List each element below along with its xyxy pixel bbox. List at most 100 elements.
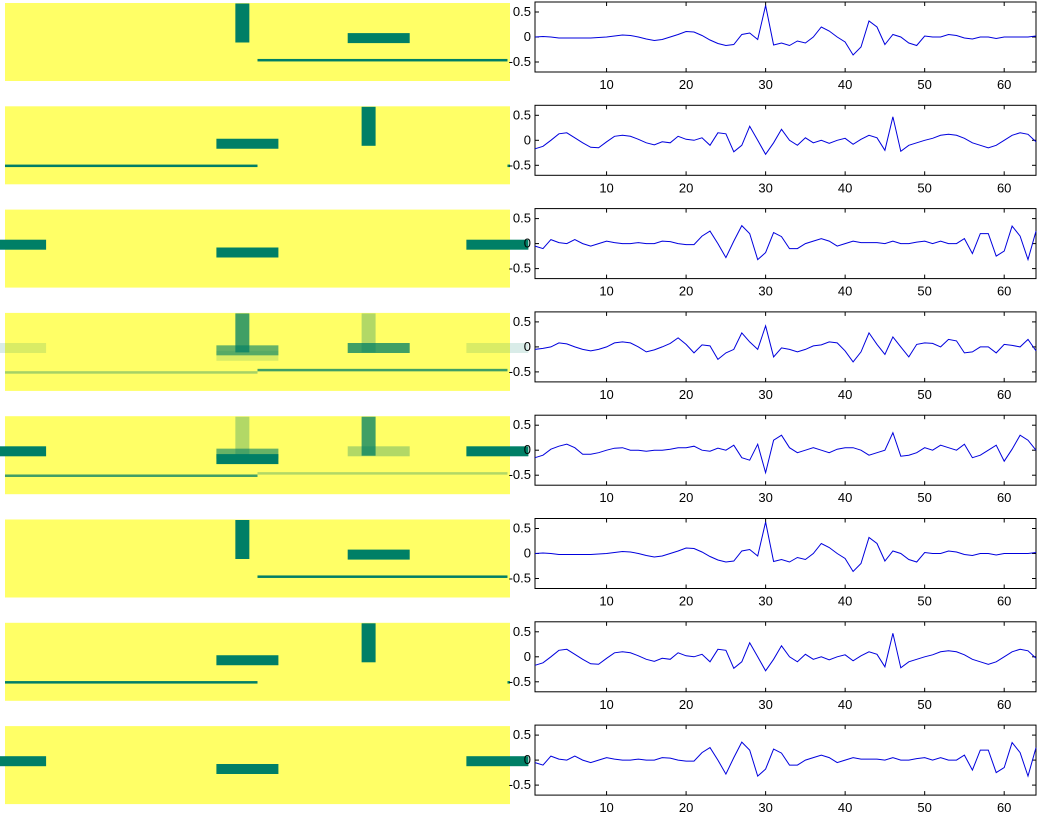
row-4: 0.5 0 -0.5 10 20 30 40 50 60 [0,311,1037,402]
x-tick-label: 10 [599,77,613,92]
atom-2 [216,764,279,774]
x-tick-label: 30 [758,697,772,712]
y-tick-label: -0.5 [509,777,531,792]
x-tick-label: 60 [997,180,1011,195]
x-tick-label: 50 [917,490,931,505]
y-tick-label: 0 [524,339,531,354]
atom-3 [466,239,529,250]
y-tick-label: -0.5 [509,571,531,586]
atom-3 [257,58,508,62]
y-tick-label: -0.5 [509,54,531,69]
x-tick-label: 40 [838,697,852,712]
x-tick-label: 30 [758,77,772,92]
atom-map-background [5,3,510,81]
x-tick-label: 50 [917,387,931,402]
plot-frame [534,104,1037,176]
y-tick-label: -0.5 [509,674,531,689]
x-tick-label: 30 [758,490,772,505]
atom-3 [216,448,279,459]
row-3: 0.5 0 -0.5 10 20 30 40 50 60 [0,208,1037,299]
row-6: 0.5 0 -0.5 10 20 30 40 50 60 [5,518,1037,609]
x-tick-label: 20 [679,594,693,609]
series-line [534,431,1037,475]
x-tick-label: 20 [679,490,693,505]
x-tick-label: 10 [599,490,613,505]
plot-frame [534,311,1037,383]
y-tick-label: 0 [524,649,531,664]
plot-frame [534,1,1037,73]
atom-3 [5,681,258,684]
x-tick-label: 60 [997,284,1011,299]
x-tick-label: 40 [838,800,852,815]
series-line [534,521,1037,573]
atom-1 [235,313,250,353]
x-tick-label: 10 [599,387,613,402]
atom-5 [0,343,47,353]
y-tick-label: 0.5 [513,314,531,329]
x-tick-label: 60 [997,800,1011,815]
x-tick-label: 20 [679,77,693,92]
x-tick-label: 20 [679,697,693,712]
x-tick-label: 50 [917,594,931,609]
y-tick-label: 0 [524,132,531,147]
x-tick-label: 40 [838,77,852,92]
atom-2 [361,623,376,663]
x-tick-label: 40 [838,490,852,505]
y-tick-label: 0 [524,752,531,767]
series-line [534,633,1037,672]
x-tick-label: 60 [997,490,1011,505]
x-tick-label: 60 [997,387,1011,402]
x-tick-label: 20 [679,387,693,402]
x-tick-label: 30 [758,594,772,609]
row-2: 0.5 0 -0.5 10 20 30 40 50 60 [5,104,1037,195]
atom-4 [507,681,510,684]
atom-3 [5,164,258,168]
atom-1 [0,756,47,767]
x-tick-label: 60 [997,594,1011,609]
atom-1 [0,239,47,250]
atom-1 [235,416,250,456]
atom-7 [466,343,529,353]
x-tick-label: 20 [679,284,693,299]
y-tick-label: 0.5 [513,624,531,639]
series-line [534,5,1037,56]
plot-frame [534,208,1037,280]
atom-2 [361,416,376,456]
y-tick-label: -0.5 [509,364,531,379]
x-tick-label: 10 [599,284,613,299]
y-tick-label: 0.5 [513,107,531,122]
y-tick-label: 0 [524,442,531,457]
x-tick-label: 60 [997,77,1011,92]
x-tick-label: 50 [917,77,931,92]
atom-8 [5,371,258,374]
x-tick-label: 10 [599,697,613,712]
atom-9 [257,472,508,475]
y-tick-label: 0 [524,29,531,44]
series-line [534,116,1037,156]
atom-3 [216,345,279,356]
x-tick-label: 40 [838,284,852,299]
atom-map-background [5,519,510,598]
row-5: 0.5 0 -0.5 10 20 30 40 50 60 [0,414,1037,505]
x-tick-label: 40 [838,180,852,195]
x-tick-label: 10 [599,594,613,609]
y-tick-label: 0 [524,236,531,251]
x-tick-label: 30 [758,800,772,815]
atom-1 [216,655,279,666]
y-tick-label: 0.5 [513,4,531,19]
x-tick-label: 40 [838,594,852,609]
atom-4 [347,446,410,457]
atom-2 [216,247,279,258]
row-7: 0.5 0 -0.5 10 20 30 40 50 60 [5,621,1037,712]
atom-2 [347,549,410,560]
plot-frame [534,621,1037,693]
atom-1 [235,520,250,559]
x-tick-label: 50 [917,800,931,815]
series-line [534,741,1037,778]
y-tick-label: 0.5 [513,417,531,432]
atom-2 [347,33,410,44]
x-tick-label: 10 [599,800,613,815]
y-tick-label: -0.5 [509,467,531,482]
atom-9 [257,368,508,372]
atom-2 [361,106,376,146]
